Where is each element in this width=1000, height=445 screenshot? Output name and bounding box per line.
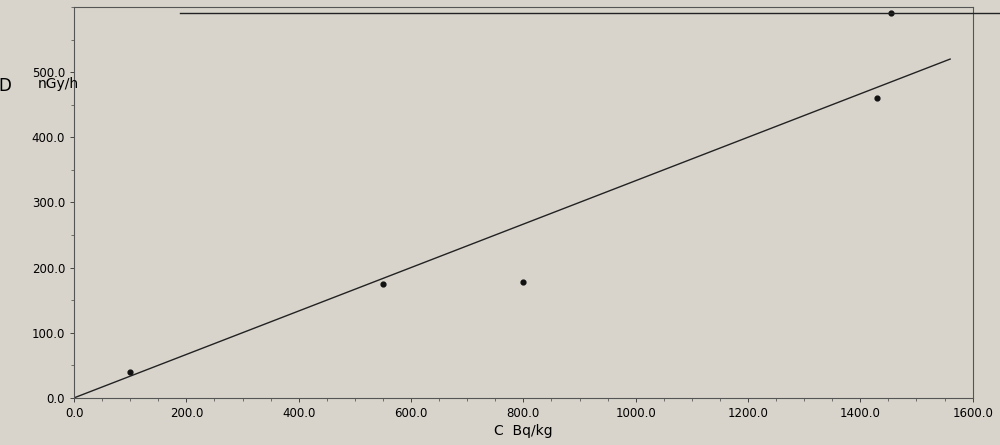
Text: nGy/h: nGy/h xyxy=(38,77,79,91)
Point xyxy=(883,10,899,17)
Text: D: D xyxy=(0,77,11,95)
X-axis label: C  Bq/kg: C Bq/kg xyxy=(494,424,553,438)
Point xyxy=(515,278,531,285)
Point xyxy=(375,280,391,287)
Point xyxy=(122,368,138,376)
Point xyxy=(869,95,885,102)
